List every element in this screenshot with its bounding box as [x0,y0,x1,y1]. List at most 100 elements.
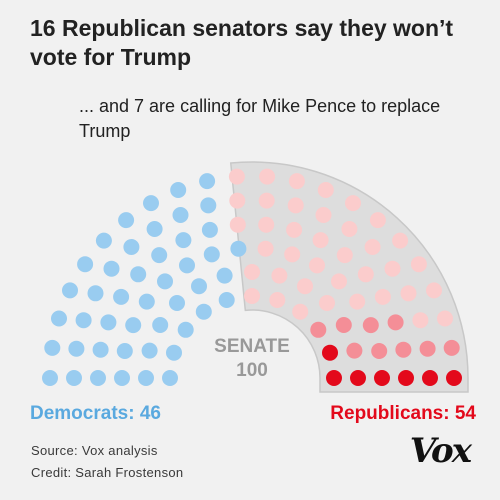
republican-seat-pence [398,370,414,386]
democrat-seat [141,342,158,359]
democrat-seat [95,232,112,249]
democrat-seat [218,292,235,308]
vox-logo: Vox [409,431,472,471]
republican-seat [309,257,325,274]
republican-seat [357,266,374,283]
chamber-label: SENATE [214,336,290,357]
democrat-seat [151,247,168,264]
republican-seat [258,216,275,233]
democrat-seat [113,288,130,305]
republican-seat [364,239,381,255]
republican-seat-wont-vote [346,342,363,359]
republican-highlight-band [229,161,469,393]
republican-seat [437,310,453,327]
republican-seat [341,221,358,237]
republican-seat-pence [446,370,462,386]
democrat-seat [116,343,133,359]
democrat-seat [75,312,92,329]
democrat-seat [177,321,194,338]
republican-seat [271,267,288,284]
republican-seat [258,192,275,209]
republican-seat [244,288,260,304]
chamber-total: 100 [236,360,268,381]
chart-title: 16 Republican senators say they won’t vo… [30,15,454,70]
democrat-seat [42,370,58,386]
democrat-seat [230,240,247,257]
republican-seat [286,221,303,238]
republican-seat [336,247,353,264]
credit-note: Credit: Sarah Frostenson [31,465,184,480]
republican-seat-wont-vote [419,340,436,357]
republican-seat [331,273,347,290]
democrats-label: Democrats: 46 [30,403,161,424]
democrat-seat [77,256,94,273]
democrat-seat [216,267,233,284]
democrat-seat [200,197,217,214]
democrat-seat [90,370,106,386]
republican-seat-pence [326,370,342,386]
democrat-seat [170,182,187,198]
republican-seat [400,285,417,302]
democrat-seat [203,246,220,263]
republican-seat-wont-vote [310,321,327,338]
democrat-seat [143,195,159,212]
democrat-seat [87,285,104,302]
republican-seat [369,212,386,229]
democrat-seat [191,278,207,295]
democrat-seat [118,212,135,229]
republican-seat [345,195,361,212]
republican-seat-wont-vote [371,343,388,359]
republican-seat [284,246,301,263]
democrat-seat [201,221,218,238]
democrat-seat [138,293,155,310]
democrat-seat [125,317,142,334]
democrat-seat [199,173,216,190]
republican-seat [312,232,329,249]
republican-seat [288,173,305,190]
democrat-seat [172,207,189,223]
seat-group [42,168,462,386]
republican-seat [426,282,442,299]
democrat-seat [195,303,212,320]
democrat-seat [51,310,67,327]
democrat-seat [162,370,178,386]
republican-seat-wont-vote [387,314,404,331]
republican-seat-wont-vote [443,339,460,356]
republican-seat [374,288,391,305]
republican-seat [229,216,246,233]
republican-seat [317,182,334,198]
democrat-seat [157,273,173,290]
chart-subtitle: ... and 7 are calling for Mike Pence to … [79,96,441,141]
source-note: Source: Vox analysis [31,443,158,458]
republican-seat-pence [374,370,390,386]
republican-seat [292,303,309,320]
republican-seat-pence [422,370,438,386]
republican-seat [244,264,260,280]
democrat-seat [66,370,82,386]
democrat-seat [114,370,130,386]
democrat-seat [44,339,61,356]
republican-seat [269,292,286,308]
democrat-seat [123,239,140,255]
republican-seat-wont-vote [395,341,412,358]
republican-seat [259,168,276,185]
republican-seat [229,192,246,209]
democrat-seat [100,314,117,331]
republican-seat [297,278,313,295]
democrat-seat [152,317,169,333]
republican-seat-wont-vote [362,317,379,334]
republican-seat-pence [322,344,338,361]
democrat-seat [68,340,85,357]
democrat-seat [92,341,109,358]
republican-seat [315,207,332,223]
republican-seat [410,256,427,273]
republican-seat [287,197,304,214]
democrat-seat [103,260,120,277]
republican-seat [384,260,401,277]
republican-seat [319,295,335,311]
democrat-seat [138,370,154,386]
republican-seat [349,293,366,310]
democrat-seat [62,282,78,299]
democrat-seat [130,266,147,283]
